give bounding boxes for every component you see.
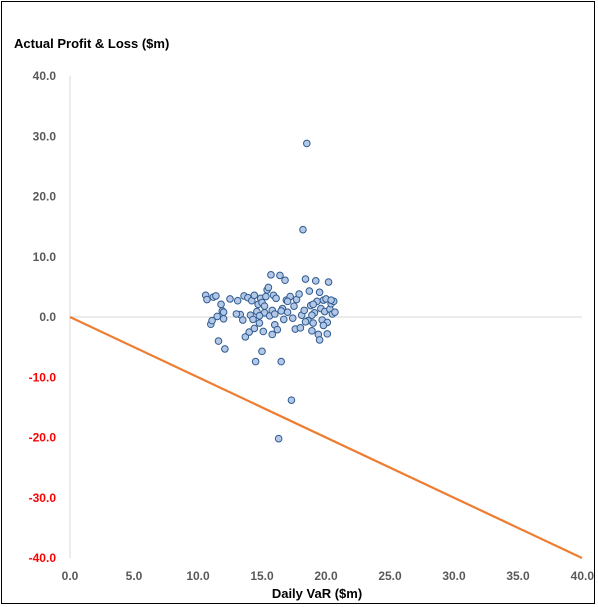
scatter-point: [241, 333, 250, 341]
scatter-point: [203, 295, 211, 304]
chart-title: Actual Profit & Loss ($m): [14, 36, 169, 51]
scatter-point: [309, 300, 318, 309]
scatter-point: [226, 295, 234, 303]
x-tick-label: 5.0: [126, 569, 143, 583]
scatter-point: [296, 324, 305, 332]
scatter-point: [299, 225, 307, 234]
scatter-point: [276, 271, 284, 280]
scatter-point: [267, 271, 275, 279]
scatter-point: [262, 292, 270, 301]
scatter-point: [300, 306, 309, 315]
scatter-point: [219, 315, 228, 323]
scatter-point: [327, 296, 335, 304]
scatter-point: [308, 327, 316, 335]
scatter-point: [232, 310, 241, 318]
scatter-point: [287, 396, 296, 404]
y-tick-label: 30.0: [33, 129, 57, 143]
scatter-point: [208, 316, 216, 325]
y-tick-label: 20.0: [33, 190, 57, 204]
scatter-point: [249, 315, 257, 324]
scatter-point: [281, 276, 289, 285]
scatter-point: [279, 315, 288, 324]
y-tick-label: -20.0: [29, 431, 57, 445]
scatter-point: [221, 345, 229, 353]
scatter-point: [213, 312, 221, 321]
x-tick-label: 15.0: [250, 569, 274, 583]
scatter-point: [217, 300, 225, 309]
x-tick-label: 25.0: [378, 569, 402, 583]
scatter-point: [315, 336, 324, 344]
y-tick-label: -30.0: [29, 491, 57, 505]
var-line: [69, 316, 583, 559]
scatter-point: [288, 314, 297, 323]
scatter-point: [283, 297, 292, 306]
scatter-point: [264, 283, 273, 292]
y-tick-label: 40.0: [33, 69, 57, 83]
scatter-point: [301, 275, 310, 283]
scatter-point: [212, 292, 220, 300]
scatter-point: [268, 330, 277, 339]
scatter-point: [319, 321, 328, 330]
scatter-point: [324, 278, 333, 286]
x-tick-label: 10.0: [186, 569, 210, 583]
scatter-point: [331, 308, 339, 316]
scatter-point: [250, 324, 259, 333]
scatter-point: [301, 318, 310, 326]
scatter-point: [250, 291, 259, 300]
scatter-point: [255, 311, 264, 320]
scatter-point: [295, 290, 303, 298]
scatter-point: [283, 308, 292, 316]
scatter-point: [214, 337, 223, 345]
scatter-point: [258, 347, 266, 356]
x-tick-label: 30.0: [442, 569, 466, 583]
scatter-point: [274, 434, 283, 443]
y-tick-label: 0.0: [39, 310, 56, 324]
scatter-point: [290, 302, 298, 310]
scatter-point: [273, 325, 282, 334]
scatter-point: [308, 311, 316, 319]
y-tick-label: -10.0: [29, 370, 57, 384]
y-tick-label: 10.0: [33, 250, 57, 264]
x-tick-label: 40.0: [571, 569, 595, 583]
y-tick-label: -40.0: [29, 551, 57, 565]
scatter-point: [219, 308, 228, 316]
scatter-point: [239, 316, 247, 324]
x-tick-label: 20.0: [314, 569, 338, 583]
scatter-point: [303, 139, 311, 148]
scatter-point: [255, 319, 264, 327]
scatter-point: [277, 307, 286, 315]
scatter-point: [311, 277, 320, 285]
scatter-point: [323, 330, 332, 338]
scatter-point: [271, 310, 279, 318]
scatter-point: [260, 302, 269, 310]
scatter-point: [233, 296, 242, 305]
x-tick-label: 0.0: [62, 569, 79, 583]
scatter-point: [272, 294, 280, 303]
scatter-point: [305, 287, 314, 295]
x-tick-label: 35.0: [506, 569, 530, 583]
x-axis-label: Daily VaR ($m): [272, 586, 362, 601]
scatter-point: [309, 319, 318, 327]
scatter-point: [277, 357, 286, 366]
scatter-point: [315, 288, 324, 297]
scatter-point: [251, 357, 260, 366]
scatter-point: [259, 327, 268, 336]
scatter-point: [245, 328, 253, 336]
